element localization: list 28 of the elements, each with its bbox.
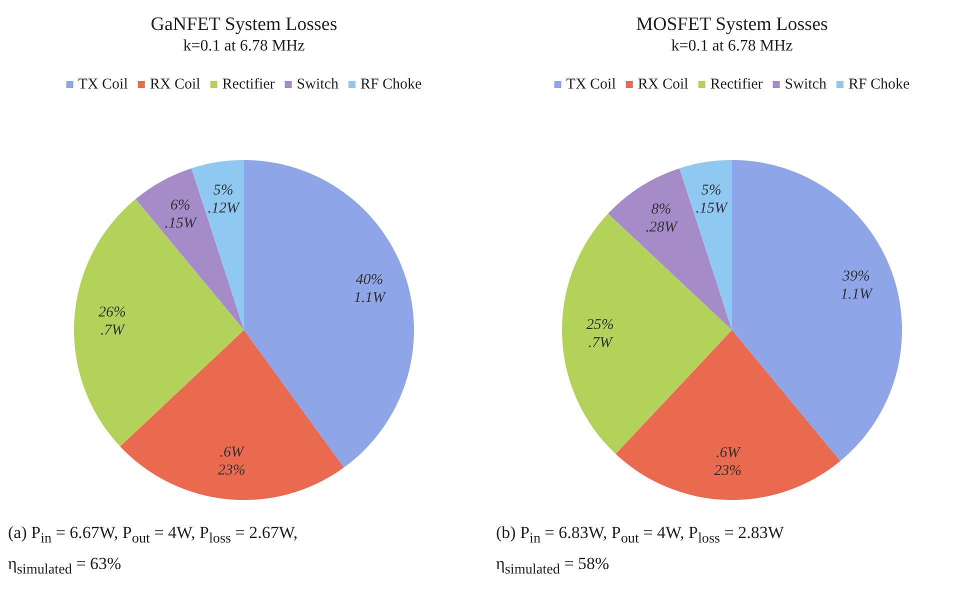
chart-subtitle: k=0.1 at 6.78 MHz <box>183 38 305 54</box>
legend-label: TX Coil <box>566 76 616 92</box>
data-label: 8% .28W <box>646 202 678 236</box>
legend-label: RX Coil <box>638 76 688 92</box>
legend-label: RF Choke <box>360 76 422 92</box>
data-label: 39% 1.1W <box>840 268 874 302</box>
legend-label: Switch <box>296 76 339 92</box>
data-label: .6W 23% <box>218 444 246 478</box>
text: η$_{simulated}$ = 58% <box>496 553 610 580</box>
chart-title: MOSFET System Losses <box>636 14 828 35</box>
data-label: 6% .15W <box>164 197 198 232</box>
legend-label: RF Choke <box>848 76 910 92</box>
chart-subtitle: k=0.1 at 6.78 MHz <box>671 38 793 54</box>
legend-label: RX Coil <box>150 76 200 92</box>
legend-label: Switch <box>784 76 827 92</box>
data-label: 26% .7W <box>98 304 126 339</box>
chart-title: GaNFET System Losses <box>150 14 338 35</box>
data-label: 25% .7W <box>586 317 614 352</box>
data-label: .6W 23% <box>714 444 742 479</box>
data-label: 5% .12W <box>208 182 240 217</box>
legend-label: TX Coil <box>78 76 128 92</box>
text: (b) P$_{in}$ = 6.83W, P$_{out}$ = 4W, P$_{loss}$ = 2.83W <box>496 522 785 548</box>
legend-label: Rectifier <box>222 76 275 92</box>
legend-label: Rectifier <box>710 76 763 92</box>
text: (a) P$_{in}$ = 6.67W, P$_{out}$ = 4W, P$_{loss}$ = 2.67W, <box>8 522 299 548</box>
data-label: 40% 1.1W <box>354 272 387 306</box>
data-label: 5% .15W <box>696 182 728 217</box>
text: η$_{simulated}$ = 63% <box>8 553 122 580</box>
